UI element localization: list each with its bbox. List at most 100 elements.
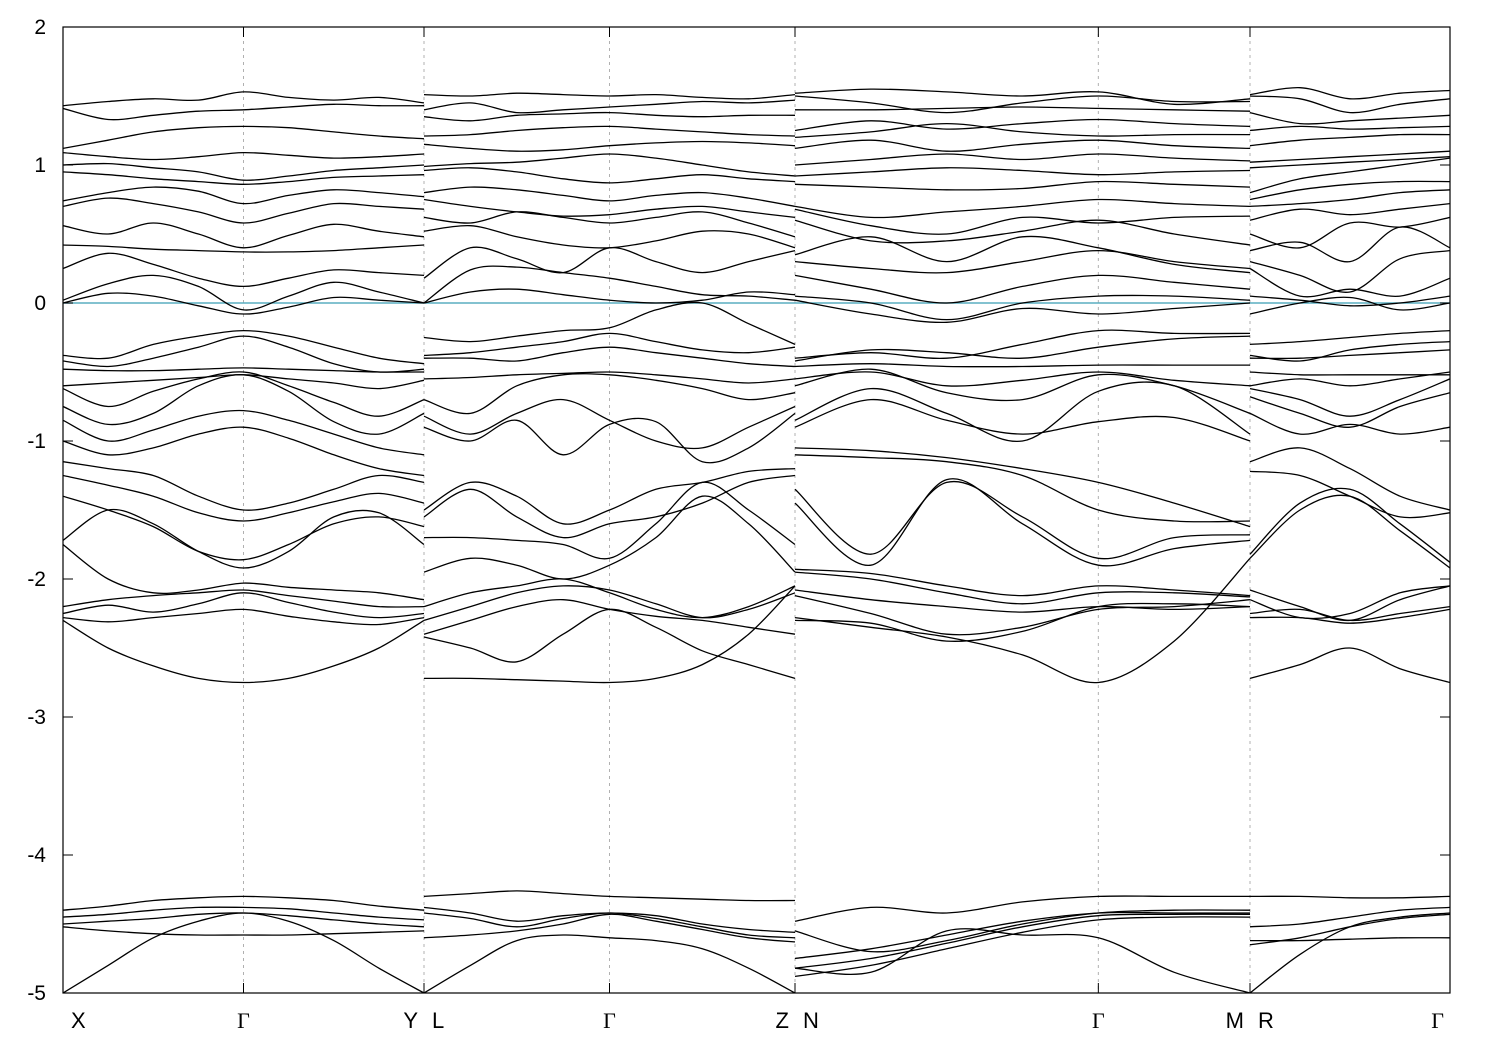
band-line-p1-53 [423,373,796,415]
band-line-p1-44 [423,211,796,238]
band-line-p3-130 [1249,371,1450,376]
band-line-p3-115 [1249,150,1450,163]
band-line-p3-141 [1249,605,1450,622]
band-line-p3-135 [1249,447,1450,511]
band-line-p1-39 [423,140,796,152]
y-tick-label-3: -1 [27,430,46,453]
band-line-p1-64 [423,585,796,684]
band-line-p3-133 [1249,392,1450,428]
band-line-p2-78 [794,180,1251,191]
band-line-p0-21 [63,461,425,511]
band-line-p2-87 [794,329,1251,360]
y-tick-label-0: 2 [34,16,46,39]
band-line-p0-2 [63,125,425,150]
band-line-p2-72 [794,106,1251,112]
band-line-p2-79 [794,198,1251,219]
band-line-p1-38 [423,125,796,137]
band-line-p1-41 [423,167,796,184]
band-line-p3-134 [1249,412,1450,435]
kpoint-label-3-start: R [1258,1008,1274,1033]
band-line-p0-31 [63,906,425,921]
band-line-p3-124 [1249,267,1450,298]
band-line-p3-119 [1249,189,1450,208]
band-line-p2-70 [794,88,1251,106]
band-line-p1-47 [423,265,796,304]
band-line-p2-99 [794,571,1251,605]
band-line-p0-3 [63,151,425,161]
band-line-p2-108 [794,916,1251,978]
band-line-p1-37 [423,111,796,122]
band-line-p0-7 [63,197,425,224]
band-line-p3-127 [1249,329,1450,346]
band-line-p1-54 [423,398,796,450]
band-line-p0-14 [63,335,425,373]
kpoint-label-0-gamma: Γ [237,1008,250,1033]
kpoint-label-3-end: Γ [1431,1008,1444,1033]
band-line-p2-85 [794,294,1251,321]
band-line-p3-129 [1249,349,1450,360]
band-line-p2-92 [794,381,1251,443]
band-line-p2-77 [794,167,1251,177]
band-line-p3-132 [1249,378,1450,417]
band-line-p1-63 [423,608,796,680]
band-line-p3-120 [1249,202,1450,221]
band-line-p0-12 [63,292,425,315]
panel-dividers [424,27,1250,993]
band-line-p2-95 [794,454,1251,523]
band-line-p2-96 [794,480,1251,560]
band-line-p1-59 [423,495,796,580]
y-tick-label-5: -3 [27,706,46,729]
band-line-p2-82 [794,235,1251,274]
y-tick-label-2: 0 [34,292,46,315]
band-line-p1-58 [423,481,796,560]
band-line-p2-76 [794,153,1251,166]
band-line-p1-69 [423,934,796,993]
kpoint-label-2-end: M [1226,1008,1244,1033]
band-line-p0-26 [63,589,425,608]
band-lines [63,87,1450,993]
band-line-p3-136 [1249,470,1450,519]
band-line-p1-40 [423,153,796,177]
y-tick-label-6: -4 [27,844,46,867]
y-tick-label-1: 1 [34,154,46,177]
band-line-p1-55 [423,412,796,464]
band-line-p0-23 [63,495,425,561]
band-line-p1-46 [423,246,796,279]
band-line-p3-126 [1249,296,1450,315]
band-line-p2-83 [794,249,1251,274]
band-line-p3-145 [1249,906,1450,928]
band-line-p3-112 [1249,111,1450,125]
band-line-p2-73 [794,118,1251,132]
kpoint-label-2-start: N [803,1008,819,1033]
band-line-p3-123 [1249,249,1450,293]
y-tick-label-7: -5 [27,982,46,1005]
band-line-p2-74 [794,122,1251,139]
plot-frame [62,26,1451,994]
kpoint-label-2-gamma: Γ [1092,1008,1105,1033]
band-line-p3-148 [1249,912,1450,993]
band-line-p0-19 [63,409,425,456]
band-line-p2-105 [794,909,1251,953]
band-line-p1-57 [423,474,796,539]
band-line-p0-30 [63,895,425,911]
band-line-p3-116 [1249,156,1450,169]
band-line-p2-88 [794,335,1251,362]
band-line-p0-1 [63,103,425,121]
band-line-p1-42 [423,186,796,208]
band-line-p2-81 [794,219,1251,246]
band-line-p2-98 [794,568,1251,597]
band-line-p1-36 [423,99,796,114]
band-line-p0-10 [63,252,425,288]
kpoint-label-1-end: Z [776,1008,789,1033]
band-line-p2-80 [794,208,1251,235]
kpoint-label-1-gamma: Γ [603,1008,616,1033]
band-line-p3-113 [1249,125,1450,132]
band-line-p2-93 [794,398,1251,442]
band-line-p2-84 [794,274,1251,304]
band-line-p2-97 [794,478,1251,567]
band-line-p0-33 [63,926,425,936]
band-line-p1-61 [423,585,796,622]
band-line-p2-100 [794,589,1251,613]
band-line-p2-109 [794,928,1251,993]
